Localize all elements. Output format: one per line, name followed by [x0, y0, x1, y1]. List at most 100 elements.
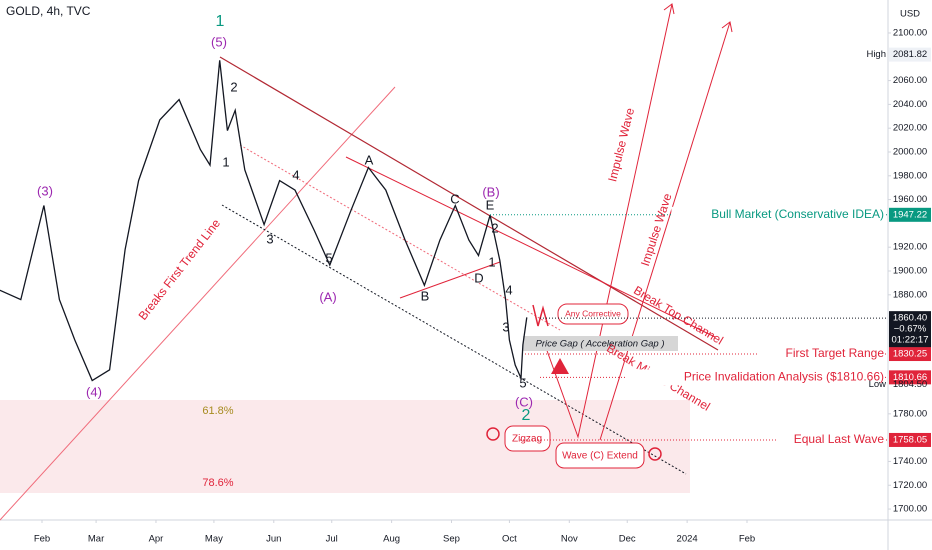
wave-label: 5	[519, 375, 526, 390]
note-box	[504, 425, 551, 452]
change-label: −0.67%	[894, 324, 927, 335]
note-box	[557, 303, 629, 325]
y-tick-label: 2020.00	[893, 123, 927, 134]
annotation: Breaks First Trend Line	[136, 216, 224, 323]
y-tick-label: 1780.00	[893, 408, 927, 419]
x-tick-label: Feb	[739, 534, 755, 545]
marker-label-bg	[777, 431, 884, 448]
marker-label-bg	[625, 369, 884, 386]
y-tick-label: 1900.00	[893, 266, 927, 277]
marker-label: Price Invalidation Analysis ($1810.66)	[684, 370, 884, 384]
price-tag-label: 1947.22	[893, 209, 927, 220]
wave-label: 2	[491, 220, 498, 235]
gap-box	[523, 336, 678, 351]
x-tick-label: Sep	[443, 534, 460, 545]
price-tag-label: 1810.66	[893, 372, 927, 383]
x-tick-label: Jun	[266, 534, 281, 545]
drawings	[0, 3, 733, 521]
bulb-icon	[486, 427, 500, 441]
countdown: 01:22:17	[892, 335, 929, 346]
wave-label: (A)	[319, 289, 336, 304]
price-tag	[889, 370, 931, 385]
high-label: High	[866, 49, 886, 60]
wave-label: A	[365, 152, 374, 167]
annotation: Price Gap ( Acceleration Gap )	[535, 339, 664, 350]
x-tick-label: May	[205, 534, 223, 545]
price-line	[0, 60, 528, 382]
marker-label: First Target Range	[786, 346, 885, 360]
marker-label: Equal Last Wave	[794, 432, 885, 446]
price-tag	[889, 311, 931, 348]
price-tag	[889, 432, 931, 447]
wave-label: 3	[502, 319, 509, 334]
fib-label: 61.8%	[202, 405, 233, 417]
y-tick-label: 1920.00	[893, 242, 927, 253]
zigzag-mark	[532, 304, 549, 327]
wave-label: (4)	[86, 384, 102, 399]
note-box	[555, 442, 645, 469]
warning-icon	[551, 358, 569, 374]
annotation: Impulse Wave	[638, 191, 675, 268]
impulse-arrow	[544, 3, 673, 439]
y-tick-label: 1980.00	[893, 170, 927, 181]
x-tick-label: Mar	[88, 534, 104, 545]
trend-line	[0, 86, 396, 521]
wave-label: B	[421, 288, 430, 303]
wave-label: (5)	[211, 34, 227, 49]
high-value: 2081.82	[893, 49, 927, 60]
x-tick-label: Aug	[383, 534, 400, 545]
marker-label-bg	[757, 346, 884, 363]
x-tick-label: Dec	[619, 534, 636, 545]
y-tick-label: 1960.00	[893, 194, 927, 205]
top-channel	[219, 56, 719, 351]
annotation: Wave (C) Extend	[562, 451, 638, 462]
wave-label: 1	[488, 254, 495, 269]
wave-label: E	[486, 197, 495, 212]
middle-channel	[239, 144, 561, 331]
bulb-icon	[648, 447, 662, 461]
low-value: 1804.50	[893, 379, 927, 390]
inner-channel	[345, 156, 716, 338]
wave-label: 1	[222, 154, 229, 169]
wave-label: (3)	[37, 183, 53, 198]
price-tag-label: 1860.40	[893, 313, 927, 324]
price-tag-label: 1758.05	[893, 434, 927, 445]
y-tick-label: 2040.00	[893, 99, 927, 110]
fib-label: 78.6%	[202, 477, 233, 489]
price-tag-label: 1830.25	[893, 349, 927, 360]
x-tick-label: Jul	[326, 534, 338, 545]
lower-channel	[221, 204, 687, 475]
annotation: Zigzag	[512, 434, 542, 445]
y-tick-label: 1740.00	[893, 456, 927, 467]
x-tick-label: Apr	[149, 534, 164, 545]
y-tick-label: 2000.00	[893, 147, 927, 158]
arrow-head	[721, 21, 733, 33]
x-tick-label: Oct	[502, 534, 517, 545]
y-tick-label: 2060.00	[893, 75, 927, 86]
wave-label: (B)	[482, 184, 499, 199]
axis-unit: USD	[900, 9, 920, 20]
wave-label: D	[474, 270, 483, 285]
y-tick-label: 1700.00	[893, 504, 927, 515]
wave-label: 5	[325, 250, 332, 265]
annotation: Any Corrective	[565, 308, 621, 318]
wave-label: 2	[522, 407, 531, 424]
y-tick-label: 2100.00	[893, 27, 927, 38]
wave-label: (C)	[515, 394, 533, 409]
b-line	[399, 261, 501, 299]
y-tick-label: 1880.00	[893, 289, 927, 300]
wave-label: 3	[266, 231, 273, 246]
y-tick-label: 1720.00	[893, 480, 927, 491]
arrow-head	[663, 3, 675, 15]
price-tag	[889, 347, 931, 362]
wave-label: 4	[292, 167, 299, 182]
low-label: Low	[869, 379, 887, 390]
chart-title: GOLD, 4h, TVC	[6, 4, 91, 18]
high-tag	[889, 47, 931, 62]
wave-label: 4	[505, 282, 512, 297]
wave-label: C	[450, 191, 459, 206]
wave-label: 1	[216, 13, 225, 30]
annotation: Impulse Wave	[605, 106, 637, 183]
x-tick-label: 2024	[677, 534, 698, 545]
